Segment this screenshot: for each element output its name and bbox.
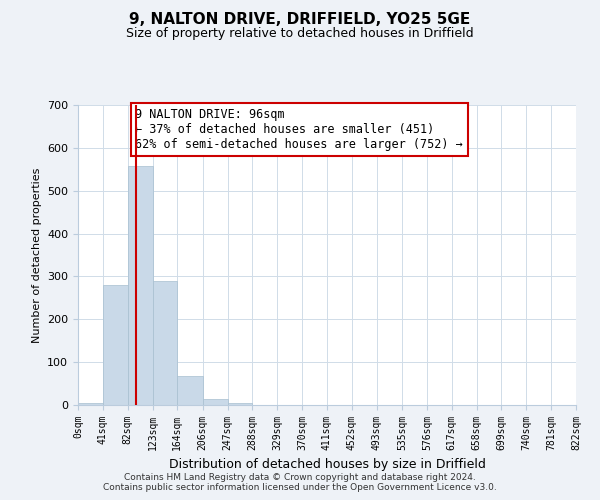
X-axis label: Distribution of detached houses by size in Driffield: Distribution of detached houses by size … — [169, 458, 485, 471]
Bar — [178, 376, 203, 405]
Y-axis label: Number of detached properties: Number of detached properties — [32, 168, 41, 342]
Bar — [103, 285, 128, 405]
Bar — [152, 280, 178, 405]
Text: Contains HM Land Registry data © Crown copyright and database right 2024.
Contai: Contains HM Land Registry data © Crown c… — [103, 473, 497, 492]
Text: Size of property relative to detached houses in Driffield: Size of property relative to detached ho… — [126, 28, 474, 40]
Text: 9 NALTON DRIVE: 96sqm
← 37% of detached houses are smaller (451)
62% of semi-det: 9 NALTON DRIVE: 96sqm ← 37% of detached … — [135, 108, 463, 151]
Bar — [78, 403, 103, 405]
Text: 9, NALTON DRIVE, DRIFFIELD, YO25 5GE: 9, NALTON DRIVE, DRIFFIELD, YO25 5GE — [130, 12, 470, 28]
Bar — [203, 399, 227, 405]
Bar — [128, 166, 152, 405]
Bar — [227, 403, 253, 405]
